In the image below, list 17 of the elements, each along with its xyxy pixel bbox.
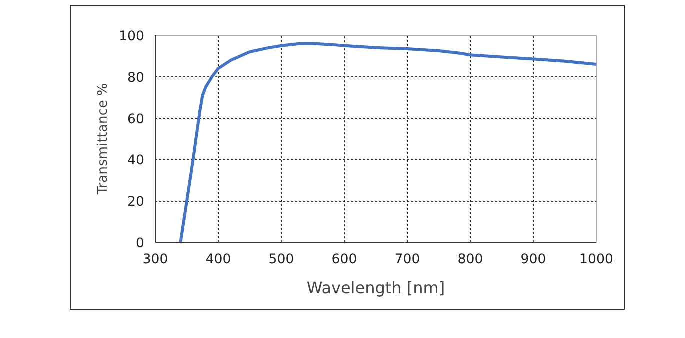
x-tick-label: 500 <box>268 252 294 268</box>
y-tick-label: 80 <box>128 70 145 86</box>
y-tick-label: 0 <box>136 236 145 252</box>
y-tick-label: 40 <box>128 154 145 169</box>
x-tick-label: 300 <box>142 252 168 268</box>
x-tick-label: 600 <box>332 252 358 268</box>
x-tick-label: 1000 <box>580 252 614 268</box>
x-tick-label: 400 <box>206 252 232 268</box>
line-series <box>179 42 596 242</box>
x-tick-label: 900 <box>520 252 546 268</box>
y-axis-title: Transmittance % <box>96 83 112 196</box>
y-tick-label: 60 <box>128 112 145 128</box>
x-axis-title: Wavelength [nm] <box>306 278 446 298</box>
y-tick-label: 20 <box>128 195 145 210</box>
x-tick-label: 700 <box>394 252 420 268</box>
x-tick-label: 800 <box>458 252 484 268</box>
y-tick-label: 100 <box>119 30 145 44</box>
